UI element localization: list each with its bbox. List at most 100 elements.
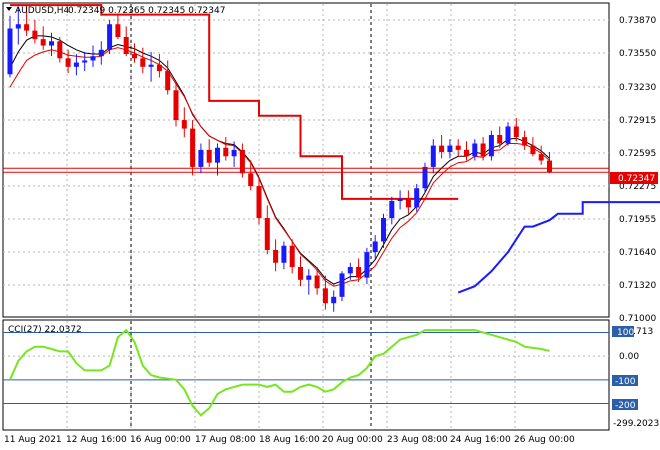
time-label: 12 Aug 16:00	[66, 435, 127, 445]
candle-body	[206, 149, 212, 163]
price-label: 0.73550	[619, 49, 656, 59]
candle-body	[414, 188, 420, 208]
time-label: 20 Aug 00:00	[322, 435, 383, 445]
candle-body	[314, 275, 320, 289]
candle-body	[98, 49, 104, 57]
price-label: 0.73230	[619, 83, 656, 93]
time-label: 11 Aug 2021	[4, 435, 62, 445]
candle-body	[405, 198, 411, 208]
candle-body	[372, 241, 378, 253]
candle-body	[148, 64, 154, 67]
time-label: 24 Aug 16:00	[450, 435, 511, 445]
candle-body	[107, 24, 113, 50]
candle-body	[339, 273, 345, 297]
candle-body	[132, 54, 137, 59]
candle-body	[522, 137, 528, 146]
cci-minus100-tag	[612, 375, 638, 386]
candle-body	[123, 37, 129, 55]
stair-indicators	[10, 4, 660, 294]
cci-panel-frame	[2, 319, 610, 431]
candle-body	[273, 249, 279, 263]
candle-body	[231, 149, 237, 157]
candle-body	[430, 145, 436, 167]
price-label: 0.71955	[619, 215, 656, 225]
candle-body	[156, 64, 162, 72]
price-label: 0.71320	[619, 281, 656, 291]
candle-body	[331, 296, 337, 304]
candle-body	[264, 218, 270, 250]
candle-body	[239, 149, 245, 174]
price-label: 0.72595	[619, 149, 656, 159]
candle-body	[57, 41, 63, 59]
moving-average-line	[9, 47, 550, 287]
candle-body	[248, 173, 254, 187]
candle-body	[397, 198, 403, 201]
candle-body	[455, 145, 461, 150]
candle-body	[422, 166, 428, 189]
candle-body	[364, 252, 370, 278]
candle-body	[73, 62, 79, 67]
candle-body	[173, 90, 179, 121]
time-axis[interactable]: 11 Aug 2021 12 Aug 16:00 16 Aug 00:00 17…	[4, 435, 575, 445]
candle-body	[447, 145, 453, 153]
candle-body	[115, 24, 121, 38]
candle-body	[464, 149, 469, 157]
moving-averages	[9, 35, 550, 287]
candle-body	[165, 71, 171, 91]
candle-body	[530, 145, 536, 155]
dropdown-triangle-icon[interactable]	[6, 7, 12, 11]
candle-body	[32, 30, 38, 40]
cci-series-line	[9, 328, 550, 417]
candle-body	[40, 39, 46, 46]
candle-body	[356, 267, 362, 278]
candle-body	[90, 56, 96, 61]
cci-axis[interactable]: 135.713 100 0.00 -100 -200 -299.2023	[612, 326, 659, 429]
main-panel-frame	[2, 2, 610, 318]
candle-body	[7, 28, 13, 75]
cci-minus200-tag	[612, 399, 638, 410]
time-label: 23 Aug 08:00	[387, 435, 448, 445]
candle-body	[215, 147, 220, 163]
candle-body	[547, 160, 552, 173]
symbol-dropdown[interactable]: AUDUSD,H4	[6, 6, 70, 16]
grid	[3, 4, 609, 429]
price-label: 0.71000	[619, 314, 656, 324]
cci-label: -299.2023	[613, 419, 659, 429]
candle-body	[49, 41, 54, 46]
candle-body	[190, 128, 196, 167]
time-label: 17 Aug 08:00	[195, 435, 256, 445]
cci-level-lines	[3, 331, 609, 405]
price-label: 0.72275	[619, 182, 656, 192]
candle-body	[480, 143, 486, 157]
symbol-label: AUDUSD,H4	[15, 6, 70, 16]
candle-body	[306, 275, 312, 280]
candle-body	[181, 120, 187, 129]
candle-body	[65, 58, 71, 67]
candle-body	[389, 200, 395, 219]
price-label: 0.73870	[619, 16, 656, 26]
time-label: 18 Aug 16:00	[259, 435, 320, 445]
price-label: 0.71640	[619, 248, 656, 258]
candle-body	[140, 58, 146, 67]
price-axis[interactable]: 0.73870 0.73550 0.73230 0.72915 0.72595 …	[610, 16, 658, 324]
candle-body	[24, 24, 30, 31]
cci-100-tag	[612, 326, 634, 337]
candle-body	[223, 147, 229, 157]
candle-body	[15, 24, 21, 29]
time-label: 26 Aug 00:00	[514, 435, 575, 445]
cci-label: -200	[615, 401, 636, 411]
cci-label: -100	[615, 377, 636, 387]
red-stair-line	[10, 4, 459, 200]
candle-body	[439, 145, 445, 153]
price-label: 0.72915	[619, 116, 656, 126]
current-price-label: 0.72347	[618, 174, 655, 184]
current-price-tag	[610, 172, 658, 184]
candle-body	[198, 149, 204, 167]
candles	[7, 5, 552, 312]
candle-body	[381, 218, 386, 242]
candle-body	[289, 245, 295, 268]
cci-label: 135.713	[616, 327, 653, 337]
time-label: 16 Aug 00:00	[130, 435, 191, 445]
ohlc-values: 0.72349 0.72365 0.72345 0.72347	[68, 6, 225, 16]
